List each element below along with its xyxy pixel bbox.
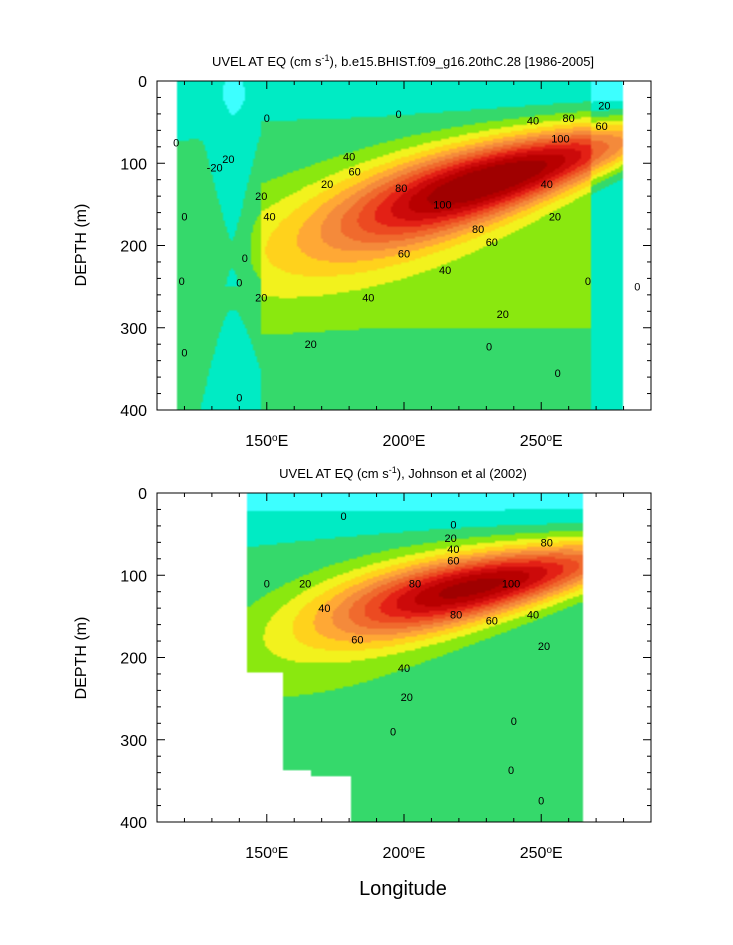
y-tick-label: 400 [120, 815, 147, 832]
contour-label: 40 [318, 603, 330, 615]
contour-label: 0 [264, 578, 270, 590]
x-tick-label: 150oE [245, 845, 288, 863]
contour-label: 0 [264, 113, 270, 125]
x-axis-label: Longitude [359, 878, 447, 900]
contour-label: 0 [181, 212, 187, 224]
contour-label: 20 [321, 179, 333, 191]
contour-label: 0 [173, 138, 179, 150]
y-axis-label-top: DEPTH (m) [73, 204, 90, 287]
panel-top: UVEL AT EQ (cm s-1), b.e15.BHIST.f09_g16… [73, 53, 652, 450]
contour-label: 40 [439, 265, 451, 277]
panel-bottom: UVEL AT EQ (cm s-1), Johnson et al (2002… [73, 465, 652, 862]
y-tick-label: 100 [120, 156, 147, 173]
title-bottom: UVEL AT EQ (cm s-1), Johnson et al (2002… [279, 465, 527, 481]
contour-label: 20 [255, 191, 267, 203]
contour-label: 40 [362, 292, 374, 304]
contour-label: 0 [236, 393, 242, 405]
x-tick-label: 150oE [245, 433, 288, 451]
contour-label: 0 [179, 276, 185, 288]
contour-label: 0 [634, 282, 640, 294]
contour-label: 100 [433, 199, 451, 211]
contour-label: 0 [511, 716, 517, 728]
contour-label: 0 [236, 278, 242, 290]
contour-label: 0 [390, 727, 396, 739]
contour-label: 100 [551, 134, 569, 146]
contour-label: 0 [242, 253, 248, 265]
contour-label: 40 [447, 544, 459, 556]
contour-label: 80 [541, 537, 553, 549]
contour-label: 80 [472, 224, 484, 236]
contour-label: 40 [527, 610, 539, 622]
contour-label: 80 [450, 610, 462, 622]
contour-label: 20 [538, 641, 550, 653]
contour-label: 80 [395, 183, 407, 195]
y-tick-label: 300 [120, 321, 147, 338]
contour-label: 20 [255, 292, 267, 304]
contour-label: 80 [409, 578, 421, 590]
y-tick-label: 300 [120, 733, 147, 750]
contour-label: 20 [401, 692, 413, 704]
contour-label: 0 [486, 342, 492, 354]
y-axis-label-bottom: DEPTH (m) [73, 617, 90, 700]
contour-fill-bottom [157, 493, 651, 822]
contour-label: 80 [563, 113, 575, 125]
title-top: UVEL AT EQ (cm s-1), b.e15.BHIST.f09_g16… [212, 53, 594, 69]
contour-label: 0 [395, 109, 401, 121]
contour-label: 40 [343, 152, 355, 164]
y-tick-label: 100 [120, 568, 147, 585]
contour-label: 20 [299, 578, 311, 590]
x-tick-label: 200oE [383, 433, 426, 451]
contour-label: 0 [585, 276, 591, 288]
contour-label: 60 [348, 166, 360, 178]
contour-label: 20 [549, 212, 561, 224]
contour-label: 20 [497, 309, 509, 321]
contour-label: 60 [447, 555, 459, 567]
contour-label: 40 [527, 115, 539, 127]
contour-label: 60 [486, 237, 498, 249]
contour-label: 20 [445, 533, 457, 545]
contour-label: 20 [222, 154, 234, 166]
y-tick-label: 0 [138, 74, 147, 91]
y-tick-label: 200 [120, 651, 147, 668]
contour-label: 0 [538, 796, 544, 808]
contour-label: 60 [398, 249, 410, 261]
contour-label: 20 [305, 339, 317, 351]
contour-label: 40 [263, 212, 275, 224]
y-tick-label: 200 [120, 239, 147, 256]
contour-label: 60 [486, 615, 498, 627]
contour-label: -20 [207, 162, 223, 174]
contour-label: 100 [502, 578, 520, 590]
contour-label: 0 [508, 765, 514, 777]
x-tick-label: 250oE [520, 845, 563, 863]
contour-label: 40 [398, 663, 410, 675]
x-tick-label: 200oE [383, 845, 426, 863]
contour-label: 60 [351, 634, 363, 646]
contour-label: 0 [555, 368, 561, 380]
y-tick-label: 0 [138, 486, 147, 503]
y-tick-label: 400 [120, 403, 147, 420]
contour-label: 20 [598, 101, 610, 113]
contour-label: 0 [450, 519, 456, 531]
contour-label: 0 [341, 511, 347, 523]
contour-label: 40 [541, 179, 553, 191]
contour-label: 0 [181, 347, 187, 359]
x-tick-label: 250oE [520, 433, 563, 451]
contour-label: 60 [595, 121, 607, 133]
contour-fill-top [157, 81, 651, 410]
